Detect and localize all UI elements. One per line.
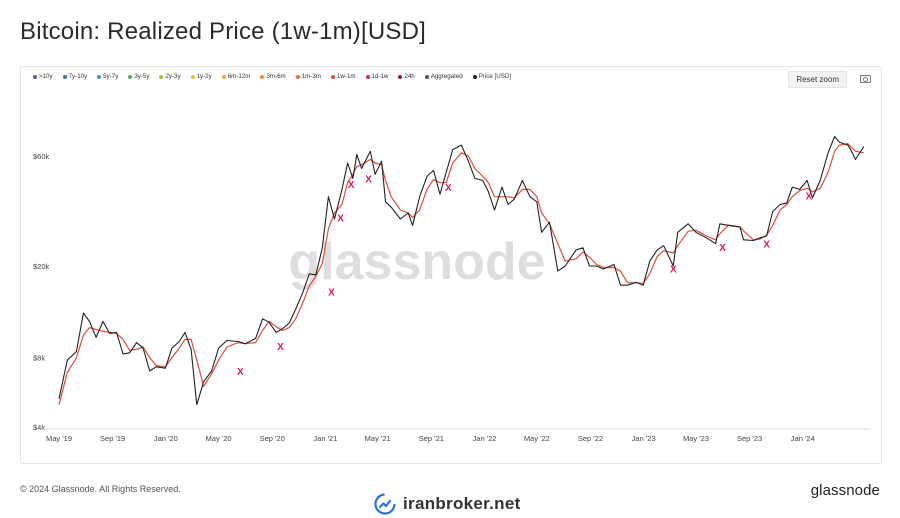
legend-label: 1y-2y xyxy=(196,73,212,80)
legend-label: 3m-6m xyxy=(266,73,286,80)
legend-item[interactable]: Aggregated xyxy=(424,73,463,80)
legend-dot-icon xyxy=(260,74,265,79)
camera-icon[interactable] xyxy=(860,75,871,83)
x-tick-label: Jan '24 xyxy=(791,434,815,443)
chart-legend: >10y 7y-10y 5y-7y 3y-5y 2y-3y 1y-2y 6m-12m 3m-6… xyxy=(33,73,511,80)
legend-item[interactable]: 3m-6m xyxy=(260,73,286,80)
legend-dot-icon xyxy=(128,74,133,79)
y-axis: $4k $8k $20k $60k xyxy=(33,152,50,432)
legend-dot-icon xyxy=(221,74,226,79)
page-title: Bitcoin: Realized Price (1w-1m)[USD] xyxy=(20,18,426,45)
x-tick-label: May '21 xyxy=(365,434,391,443)
x-marker: X xyxy=(763,240,770,251)
x-tick-label: Sep '19 xyxy=(100,434,125,443)
legend-dot-icon xyxy=(33,74,37,79)
legend-item[interactable]: >10y xyxy=(33,73,53,80)
legend-item[interactable]: 7y-10y xyxy=(62,73,88,80)
price-series-line xyxy=(58,135,865,406)
legend-dot-icon xyxy=(398,74,403,79)
x-tick-label: Sep '20 xyxy=(260,434,285,443)
legend-label: 1m-3m xyxy=(301,73,321,80)
x-tick-label: Sep '23 xyxy=(737,434,762,443)
legend-label: >10y xyxy=(39,73,53,80)
footer-brand: glassnode xyxy=(810,482,880,499)
x-marker: X xyxy=(348,180,355,191)
x-tick-label: Jan '22 xyxy=(473,434,497,443)
copyright-text: © 2024 Glassnode. All Rights Reserved. xyxy=(20,484,181,494)
x-tick-label: Jan '21 xyxy=(313,434,337,443)
legend-item[interactable]: 1w-1m xyxy=(330,73,356,80)
legend-label: 24h xyxy=(404,73,415,80)
legend-item[interactable]: 6m-12m xyxy=(221,73,251,80)
legend-dot-icon xyxy=(159,74,164,79)
x-tick-label: Sep '22 xyxy=(578,434,603,443)
x-marker: X xyxy=(337,213,344,224)
legend-item[interactable]: 1d-1w xyxy=(365,73,389,80)
x-marker: X xyxy=(719,243,726,254)
y-tick-label: $8k xyxy=(33,354,45,363)
x-marker: X xyxy=(806,191,813,202)
x-tick-label: May '20 xyxy=(206,434,232,443)
legend-dot-icon xyxy=(424,74,429,79)
legend-item[interactable]: 3y-5y xyxy=(128,73,149,80)
x-tick-label: Jan '20 xyxy=(154,434,178,443)
legend-label: 1d-1w xyxy=(371,73,389,80)
y-tick-label: $60k xyxy=(33,152,50,161)
x-marker: X xyxy=(445,183,452,194)
x-marker: X xyxy=(365,174,372,185)
legend-label: Aggregated xyxy=(430,73,463,80)
y-tick-label: $4k xyxy=(33,423,45,432)
x-tick-label: May '19 xyxy=(46,434,72,443)
legend-label: 1w-1m xyxy=(336,73,356,80)
x-tick-label: Jan '23 xyxy=(632,434,656,443)
iranbroker-logo: iranbroker.net xyxy=(374,493,521,515)
legend-dot-icon xyxy=(295,74,300,79)
legend-item[interactable]: 1m-3m xyxy=(295,73,321,80)
x-tick-label: May '22 xyxy=(524,434,550,443)
legend-dot-icon xyxy=(472,74,477,79)
x-marker: X xyxy=(670,265,677,276)
legend-item[interactable]: 24h xyxy=(398,73,415,80)
price-chart[interactable]: glassnode $4k $8k $20k $60k May '19 Sep '19 J… xyxy=(21,67,881,463)
legend-dot-icon xyxy=(190,74,195,79)
x-marker: X xyxy=(328,287,335,298)
legend-label: Price [USD] xyxy=(478,73,512,80)
legend-label: 3y-5y xyxy=(134,73,150,80)
legend-dot-icon xyxy=(62,74,67,79)
iranbroker-text: iranbroker.net xyxy=(403,494,521,513)
legend-item[interactable]: 2y-3y xyxy=(159,73,181,80)
legend-item[interactable]: 5y-7y xyxy=(97,73,118,80)
legend-item[interactable]: Price [USD] xyxy=(472,73,512,80)
legend-dot-icon xyxy=(97,74,102,79)
legend-label: 2y-3y xyxy=(165,73,181,80)
x-marker: X xyxy=(237,367,244,378)
x-marker: X xyxy=(277,342,284,353)
x-tick-label: Sep '21 xyxy=(419,434,444,443)
legend-dot-icon xyxy=(330,74,335,79)
legend-label: 5y-7y xyxy=(103,73,119,80)
reset-zoom-button[interactable]: Reset zoom xyxy=(788,71,847,88)
x-tick-label: May '23 xyxy=(683,434,709,443)
series-lines xyxy=(58,135,865,406)
chart-panel: >10y 7y-10y 5y-7y 3y-5y 2y-3y 1y-2y 6m-12m 3m-6… xyxy=(20,66,882,464)
legend-label: 6m-12m xyxy=(227,73,251,80)
legend-item[interactable]: 1y-2y xyxy=(190,73,212,80)
legend-label: 7y-10y xyxy=(68,73,88,80)
iranbroker-icon xyxy=(374,493,396,515)
watermark: glassnode xyxy=(288,233,545,291)
x-axis: May '19 Sep '19 Jan '20 May '20 Sep '20 Jan '… xyxy=(41,428,870,443)
y-tick-label: $20k xyxy=(33,262,50,271)
legend-dot-icon xyxy=(365,74,370,79)
